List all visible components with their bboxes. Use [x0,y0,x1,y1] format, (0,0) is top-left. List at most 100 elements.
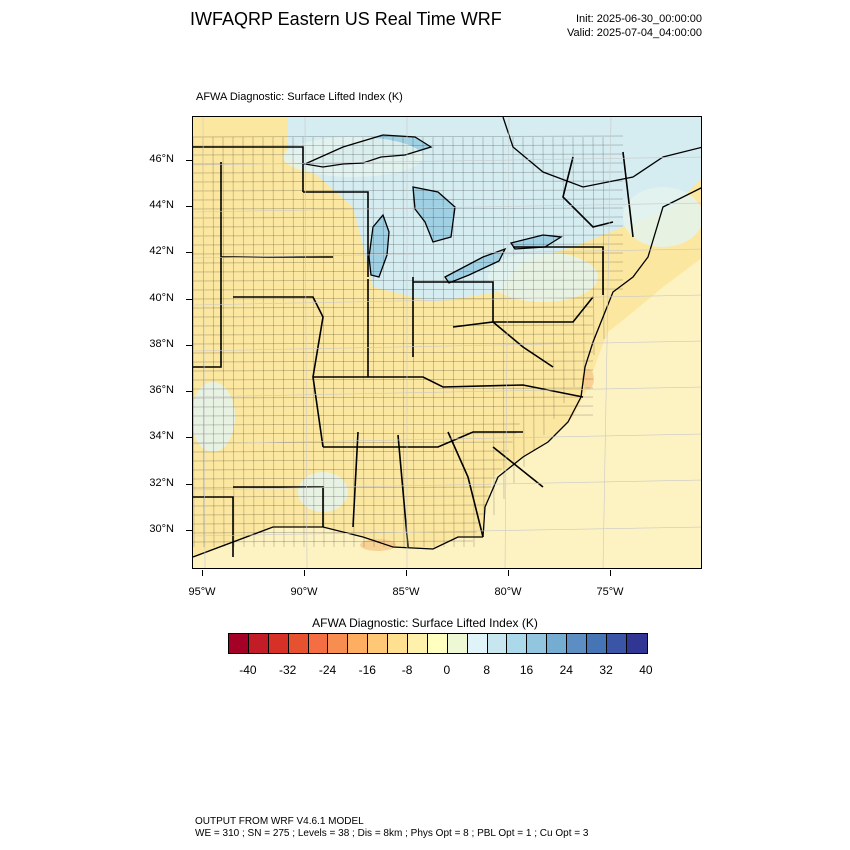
colorbar-label: -8 [401,663,413,677]
latitude-tick [186,530,192,531]
colorbar-label: 24 [559,663,573,677]
graticule-line [193,526,701,537]
map-panel [192,116,702,569]
latitude-label: 30°N [149,523,174,535]
graticule-line [202,117,206,568]
colorbar [228,633,648,654]
graticule-line [193,386,701,398]
state-line [452,321,554,368]
longitude-tick [304,570,305,576]
lake-erie-outline [444,247,507,284]
state-line [233,296,324,448]
lake-ontario-outline [509,234,563,250]
lake-superior-outline [302,134,433,168]
graticule-line [193,479,701,491]
colorbar-label: 16 [519,663,534,677]
state-line [397,434,409,548]
colorbar-swatch [606,634,627,653]
colorbar-swatch [567,634,588,653]
state-line [193,146,304,192]
latitude-tick [186,437,192,438]
colorbar-swatch [427,634,448,653]
latitude-tick [186,391,192,392]
gulf-of-mexico [193,527,483,568]
longitude-tick [202,570,203,576]
graticule [193,117,701,568]
latitude-tick [186,160,192,161]
latitude-label: 40°N [149,292,174,304]
colorbar-swatch [288,634,309,653]
latitude-label: 36°N [149,384,174,396]
gulf-coastline [193,526,483,558]
colorbar-swatch [527,634,548,653]
plot-title: IWFAQRP Eastern US Real Time WRF [190,9,502,29]
state-line [193,162,222,368]
lake-huron-outline [412,186,456,243]
atlantic-ocean [481,258,701,568]
state-line [447,431,484,538]
colorbar-swatch [248,634,269,653]
stable-patch [623,187,701,247]
graticule-line [193,202,701,213]
state-line [492,446,544,488]
graticule-line [193,340,701,352]
latitude-label: 32°N [149,477,174,489]
graticule-line [193,156,701,166]
state-line [313,376,584,398]
colorbar-swatch [348,634,369,653]
graticule-line [304,117,308,568]
colorbar-label: 8 [483,663,491,677]
latitude-label: 38°N [149,338,174,350]
longitude-label: 95°W [188,586,216,598]
colorbar-title: AFWA Diagnostic: Surface Lifted Index (K… [312,616,538,630]
longitude-label: 90°W [290,586,318,598]
init-time: Init: 2025-06-30_00:00:00 [576,13,702,25]
latitude-tick [186,299,192,300]
coastlines [193,117,701,558]
state-line [303,191,369,277]
latitude-tick [186,345,192,346]
colorbar-swatch [308,634,329,653]
graticule-line [193,294,701,306]
latitude-tick [186,484,192,485]
warm-patch [360,539,396,551]
colorbar-label: -24 [318,663,337,677]
longitude-tick [610,570,611,576]
longitude-label: 75°W [596,586,624,598]
colorbar-swatch [408,634,428,653]
colorbar-label: -32 [279,663,297,677]
state-line [493,296,594,323]
colorbar-swatch [268,634,289,653]
graticule-line [602,117,612,568]
colorbar-label: 40 [639,663,653,677]
longitude-label: 80°W [494,586,522,598]
state-line [622,151,634,238]
latitude-tick [186,252,192,253]
map-field-title: AFWA Diagnostic: Surface Lifted Index (K… [196,91,403,103]
state-boundaries [193,146,634,557]
colorbar-swatch [467,634,488,653]
footer-config-line: WE = 310 ; SN = 275 ; Levels = 38 ; Dis … [195,828,589,839]
colorbar-swatch [487,634,508,653]
state-line [193,496,234,557]
colorbar-swatch [626,634,647,653]
footer-model-line: OUTPUT FROM WRF V4.6.1 MODEL [195,816,364,827]
state-line [233,486,324,527]
map-canvas [193,117,701,568]
stable-patch [193,382,235,452]
longitude-tick [508,570,509,576]
graticule-line [193,433,701,445]
longitude-label: 85°W [392,586,420,598]
colorbar-swatch [587,634,607,653]
valid-time: Valid: 2025-07-04_04:00:00 [567,27,702,39]
latitude-label: 34°N [149,430,174,442]
colorbar-swatch [368,634,389,653]
colorbar-label: -40 [239,663,257,677]
state-line [562,156,614,228]
colorbar-swatch [547,634,568,653]
graticule-line [193,248,701,259]
longitude-tick [406,570,407,576]
latitude-label: 44°N [149,199,174,211]
canada-coastline [502,117,701,188]
lake-huron [413,187,455,242]
